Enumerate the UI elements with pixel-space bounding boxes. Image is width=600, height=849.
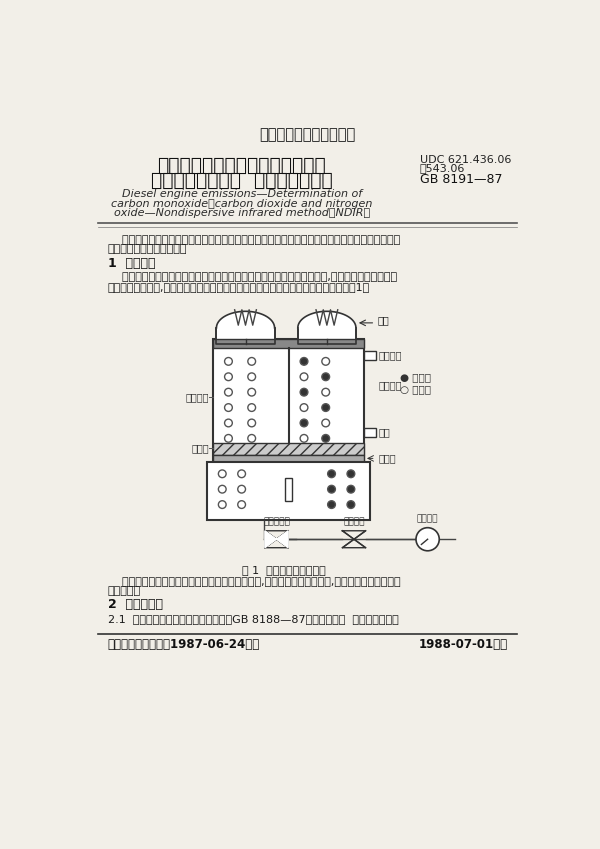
Text: 碳和氮氧化物浓度的方法。: 碳和氮氧化物浓度的方法。 bbox=[107, 244, 187, 254]
Text: 滤光片: 滤光片 bbox=[378, 453, 395, 464]
Text: 主放大器: 主放大器 bbox=[343, 517, 365, 526]
Bar bbox=[213, 443, 364, 454]
Bar bbox=[217, 328, 275, 345]
Bar bbox=[213, 339, 364, 518]
Text: 二次仪表: 二次仪表 bbox=[417, 514, 439, 523]
Text: 1988-07-01实施: 1988-07-01实施 bbox=[418, 638, 508, 651]
Text: GB 8191—87: GB 8191—87 bbox=[420, 173, 502, 186]
Text: 切光片: 切光片 bbox=[191, 443, 209, 453]
Text: 国家机械工业委员会1987-06-24批准: 国家机械工业委员会1987-06-24批准 bbox=[107, 638, 260, 651]
Circle shape bbox=[300, 357, 308, 365]
Circle shape bbox=[347, 470, 355, 478]
Bar bbox=[207, 462, 370, 520]
Circle shape bbox=[322, 404, 329, 412]
Circle shape bbox=[328, 501, 335, 509]
Bar bbox=[298, 328, 356, 345]
Circle shape bbox=[328, 486, 335, 493]
Text: 本标准规定了采用不分光型红外线分析法连续分析柴油机在稳定工况下排气中一氧化碳、二氧化: 本标准规定了采用不分光型红外线分析法连续分析柴油机在稳定工况下排气中一氧化碳、二… bbox=[107, 234, 400, 245]
Text: 化物的量。: 化物的量。 bbox=[107, 586, 140, 596]
Text: 待测气室: 待测气室 bbox=[378, 380, 401, 391]
Bar bbox=[364, 351, 376, 360]
Circle shape bbox=[322, 435, 329, 442]
Circle shape bbox=[347, 501, 355, 509]
Text: 2.1  本标准应用的专门符号和定义按照GB 8188—87《柴油机排放  术语》的规定。: 2.1 本标准应用的专门符号和定义按照GB 8188—87《柴油机排放 术语》的… bbox=[107, 614, 398, 623]
Polygon shape bbox=[298, 312, 356, 328]
Text: 出口: 出口 bbox=[378, 427, 390, 437]
Circle shape bbox=[347, 486, 355, 493]
Text: ● 待测气: ● 待测气 bbox=[401, 373, 431, 383]
Circle shape bbox=[300, 419, 308, 427]
Text: 利用异原子组成的气体分子具有选择性地吸收特定波长的红外线的特性,其吸收量的大小与被测: 利用异原子组成的气体分子具有选择性地吸收特定波长的红外线的特性,其吸收量的大小与… bbox=[107, 273, 397, 283]
Bar bbox=[213, 454, 364, 462]
Bar bbox=[286, 478, 292, 501]
Text: 前置放大器: 前置放大器 bbox=[263, 517, 290, 526]
Polygon shape bbox=[217, 312, 275, 328]
Text: 和氮氧化物的测定  不分光红外线法: 和氮氧化物的测定 不分光红外线法 bbox=[151, 171, 332, 190]
Text: UDC 621.436.06: UDC 621.436.06 bbox=[420, 155, 511, 165]
Text: 参比气室: 参比气室 bbox=[185, 391, 209, 402]
Text: 气样入口: 气样入口 bbox=[378, 350, 401, 360]
Text: 图 1  红外线分析仪结构图: 图 1 红外线分析仪结构图 bbox=[242, 565, 326, 575]
Text: oxide—Nondispersive infrared method（NDIR）: oxide—Nondispersive infrared method（NDIR… bbox=[113, 208, 370, 217]
Circle shape bbox=[322, 373, 329, 380]
Circle shape bbox=[328, 470, 335, 478]
Polygon shape bbox=[265, 531, 288, 548]
Text: 1  方法原理: 1 方法原理 bbox=[107, 257, 155, 270]
Circle shape bbox=[300, 388, 308, 396]
Text: 柴油机排气中一氧化碳、二氧化碳: 柴油机排气中一氧化碳、二氧化碳 bbox=[157, 155, 326, 175]
Text: ○ 背景气: ○ 背景气 bbox=[401, 384, 431, 394]
Text: 排气中的二氧化氮经过转换器还原成一氧化氮后,所测得的一氧化氮含量,即为柴油机排气中氮氧: 排气中的二氧化氮经过转换器还原成一氧化氮后,所测得的一氧化氮含量,即为柴油机排气… bbox=[107, 576, 400, 587]
Bar bbox=[364, 428, 376, 437]
Text: carbon monoxide，carbon dioxide and nitrogen: carbon monoxide，carbon dioxide and nitro… bbox=[111, 199, 373, 209]
Text: Diesel engine emissions—Determination of: Diesel engine emissions—Determination of bbox=[122, 189, 362, 200]
Text: 2  术语及定义: 2 术语及定义 bbox=[107, 599, 163, 611]
Text: ：543.06: ：543.06 bbox=[420, 163, 465, 173]
Text: 中华人民共和国国家标准: 中华人民共和国国家标准 bbox=[259, 127, 356, 142]
Text: 光源: 光源 bbox=[377, 316, 389, 325]
Text: 组分的浓度成比例,从而对一氧化碳、二氧化碳和氮氧化物进行定量。分析仪结构见图1。: 组分的浓度成比例,从而对一氧化碳、二氧化碳和氮氧化物进行定量。分析仪结构见图1。 bbox=[107, 282, 370, 292]
Circle shape bbox=[416, 528, 439, 551]
Bar bbox=[213, 339, 364, 348]
